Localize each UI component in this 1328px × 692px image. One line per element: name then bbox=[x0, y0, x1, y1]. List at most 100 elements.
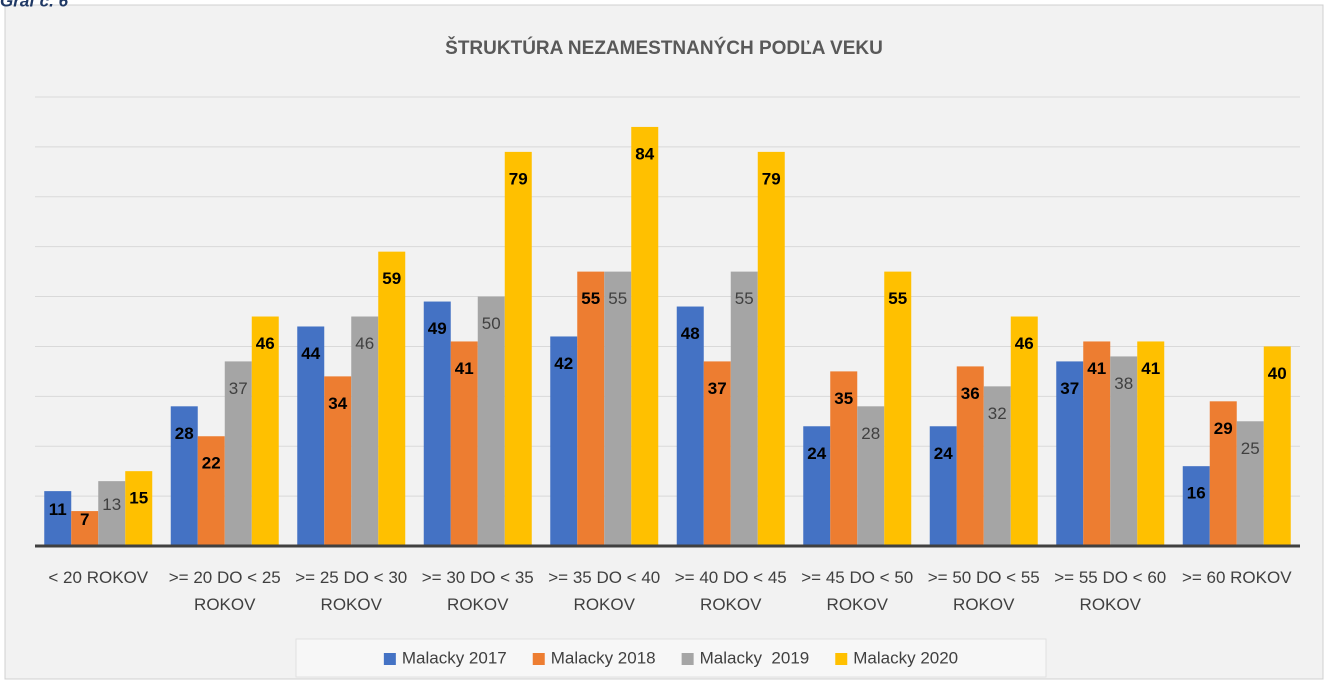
bar bbox=[477, 296, 505, 546]
legend-label: Malacky 2020 bbox=[853, 648, 958, 667]
bar bbox=[1236, 421, 1264, 546]
bar bbox=[857, 406, 885, 546]
bar bbox=[1209, 401, 1237, 546]
chart-title: ŠTRUKTÚRA NEZAMESTNANÝCH PODĽA VEKU bbox=[445, 37, 883, 59]
bar bbox=[71, 511, 99, 546]
x-tick-label: >= 40 DO < 45 ROKOV bbox=[675, 568, 787, 614]
bar bbox=[297, 326, 325, 546]
bar bbox=[378, 251, 406, 546]
data-label: 22 bbox=[202, 454, 221, 473]
x-tick-label: < 20 ROKOV bbox=[48, 568, 148, 587]
data-label: 24 bbox=[934, 444, 953, 463]
bar bbox=[98, 481, 126, 546]
bar bbox=[1083, 341, 1111, 546]
x-tick-label: >= 50 DO < 55 ROKOV bbox=[928, 568, 1040, 614]
bar bbox=[1010, 316, 1038, 546]
bar bbox=[604, 271, 632, 546]
data-label: 32 bbox=[988, 404, 1007, 423]
x-tick-label: >= 55 DO < 60 ROKOV bbox=[1054, 568, 1166, 614]
data-label: 84 bbox=[635, 144, 654, 163]
x-tick-label: >= 25 DO < 30 ROKOV bbox=[295, 568, 407, 614]
bar bbox=[170, 406, 198, 546]
data-label: 37 bbox=[1060, 379, 1079, 398]
x-tick-label: >= 45 DO < 50 ROKOV bbox=[801, 568, 913, 614]
data-label: 46 bbox=[355, 334, 374, 353]
bar bbox=[44, 491, 72, 546]
legend-label: Malacky 2017 bbox=[402, 648, 507, 667]
data-label: 25 bbox=[1241, 439, 1260, 458]
x-tick-label: >= 60 ROKOV bbox=[1182, 568, 1292, 587]
data-label: 44 bbox=[301, 344, 320, 363]
bar bbox=[351, 316, 379, 546]
bar bbox=[1110, 356, 1138, 546]
data-label: 34 bbox=[328, 394, 347, 413]
caption: Graf č. 6 bbox=[0, 0, 69, 10]
bar bbox=[631, 126, 659, 546]
bar bbox=[830, 371, 858, 546]
data-label: 79 bbox=[762, 169, 781, 188]
bar bbox=[577, 271, 605, 546]
data-label: 38 bbox=[1114, 374, 1133, 393]
bar bbox=[224, 361, 252, 546]
legend-label: Malacky 2018 bbox=[551, 648, 656, 667]
bar bbox=[197, 436, 225, 546]
data-label: 59 bbox=[382, 269, 401, 288]
bar bbox=[1182, 466, 1210, 546]
data-label: 35 bbox=[834, 389, 853, 408]
legend-swatch bbox=[681, 653, 694, 665]
data-label: 55 bbox=[581, 289, 600, 308]
data-label: 37 bbox=[229, 379, 248, 398]
bar bbox=[423, 301, 451, 546]
data-label: 36 bbox=[961, 384, 980, 403]
bar bbox=[125, 471, 153, 546]
data-label: 41 bbox=[1087, 359, 1106, 378]
data-label: 55 bbox=[608, 289, 627, 308]
bar bbox=[929, 426, 957, 546]
bar bbox=[983, 386, 1011, 546]
bar bbox=[450, 341, 478, 546]
data-label: 40 bbox=[1268, 364, 1287, 383]
data-label: 24 bbox=[807, 444, 826, 463]
data-label: 16 bbox=[1187, 484, 1206, 503]
data-label: 42 bbox=[554, 354, 573, 373]
data-label: 11 bbox=[49, 500, 67, 519]
legend-swatch bbox=[835, 653, 848, 665]
bar bbox=[1056, 361, 1084, 546]
bar bbox=[550, 336, 578, 546]
bar bbox=[324, 376, 352, 546]
data-label: 55 bbox=[735, 289, 754, 308]
bar bbox=[251, 316, 279, 546]
data-label: 46 bbox=[1015, 334, 1034, 353]
bar bbox=[884, 271, 912, 546]
data-label: 55 bbox=[888, 289, 907, 308]
data-label: 79 bbox=[509, 169, 528, 188]
bar bbox=[956, 366, 984, 546]
data-label: 13 bbox=[102, 495, 121, 514]
data-label: 15 bbox=[129, 489, 148, 508]
bar bbox=[730, 271, 758, 546]
data-label: 50 bbox=[482, 314, 501, 333]
data-label: 49 bbox=[428, 319, 447, 338]
bar bbox=[803, 426, 831, 546]
bar bbox=[1263, 346, 1291, 546]
bar bbox=[757, 151, 785, 546]
data-label: 48 bbox=[681, 324, 700, 343]
data-label: 37 bbox=[708, 379, 727, 398]
legend-swatch bbox=[383, 653, 396, 665]
bar bbox=[703, 361, 731, 546]
x-tick-label: >= 30 DO < 35 ROKOV bbox=[422, 568, 534, 614]
bar bbox=[676, 306, 704, 546]
data-label: 41 bbox=[455, 359, 474, 378]
data-label: 28 bbox=[175, 424, 194, 443]
legend-label: Malacky 2019 bbox=[700, 648, 810, 667]
data-label: 29 bbox=[1214, 419, 1233, 438]
legend-box bbox=[295, 638, 1047, 678]
data-label: 28 bbox=[861, 424, 880, 443]
data-label: 41 bbox=[1141, 359, 1160, 378]
legend-swatch bbox=[532, 653, 545, 665]
data-label: 7 bbox=[80, 510, 89, 529]
bar bbox=[1137, 341, 1165, 546]
x-tick-label: >= 35 DO < 40 ROKOV bbox=[548, 568, 660, 614]
data-label: 46 bbox=[256, 334, 275, 353]
